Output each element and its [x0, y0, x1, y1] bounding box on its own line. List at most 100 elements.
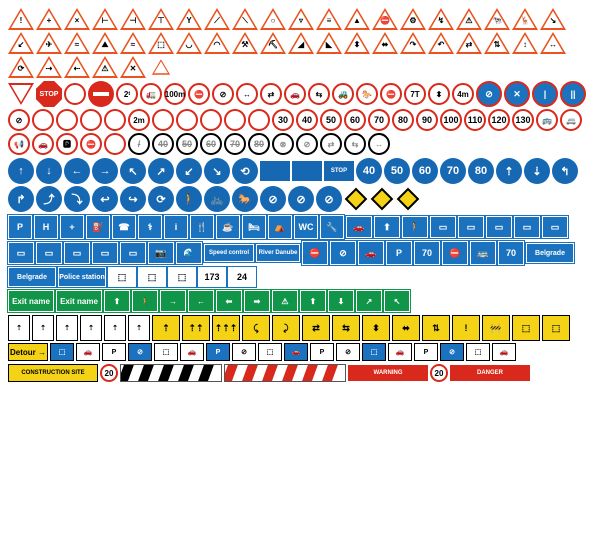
warning-sign: ⬍ — [344, 32, 370, 54]
prohibition-sign: ⛔ — [80, 133, 102, 155]
info-plate: STOP — [324, 161, 354, 181]
exit-sign: Exit name — [8, 290, 54, 312]
misc-plate: P — [310, 343, 334, 361]
prohibition-sign: 📢 — [8, 133, 30, 155]
warning-glyph: ⬚ — [155, 40, 167, 49]
warning-glyph: 🦌 — [519, 16, 531, 25]
speed-limit-sign: 70 — [368, 109, 390, 131]
warning-glyph: ↯ — [435, 16, 447, 25]
stop-sign: STOP — [36, 81, 62, 107]
warning-sign: ⚙ — [400, 8, 426, 30]
warning-glyph: ⟋ — [211, 16, 223, 26]
misc-plate: P — [206, 343, 230, 361]
warning-glyph: ⇄ — [463, 40, 475, 49]
no-parking-sign: | — [532, 81, 558, 107]
warning-glyph: Y — [183, 16, 195, 25]
roadwork-sign: ! — [452, 315, 480, 341]
mandatory-sign: ⊘ — [260, 186, 286, 212]
prohibition-sign: 🚌 — [536, 109, 558, 131]
speed-limit-sign: 20 — [430, 364, 448, 382]
warning-sign: ↶ — [428, 32, 454, 54]
prohibition-sign: 4m — [452, 83, 474, 105]
prohibition-sign: ⛔ — [188, 83, 210, 105]
river-sign: River Danube — [256, 244, 300, 262]
warning-glyph: ⛏ — [267, 40, 279, 49]
misc-plate: ⊘ — [440, 343, 464, 361]
mandatory-arrow-sign: ↓ — [36, 158, 62, 184]
warning-sign: Y — [176, 8, 202, 30]
mandatory-sign: 🐎 — [232, 186, 258, 212]
end-limit-sign: 80 — [248, 133, 270, 155]
motorway-sign: ⬆ — [300, 290, 326, 312]
info-sign: ▭ — [36, 242, 62, 264]
roadwork-sign: ⬚ — [542, 315, 570, 341]
warning-sign: ⬌ — [372, 32, 398, 54]
mandatory-sign: ⊘ — [288, 186, 314, 212]
info-sign: ⛺ — [268, 215, 292, 239]
prohibition-sign: ⇄ — [260, 83, 282, 105]
prohibition-sign: 2ᵗ — [116, 83, 138, 105]
warning-sign: ⟍ — [232, 8, 258, 30]
warning-glyph: ▿ — [295, 16, 307, 25]
warning-glyph: ! — [15, 16, 27, 25]
prohibition-sign: 7T — [404, 83, 426, 105]
warning-glyph: ⊣ — [127, 16, 139, 25]
prohibition-sign — [32, 109, 54, 131]
prohibition-sign — [248, 109, 270, 131]
prohibition-sign — [200, 109, 222, 131]
warning-sign: ◣ — [316, 32, 342, 54]
lane-plate: ⇡ — [128, 315, 150, 341]
mandatory-arrow-sign: ← — [64, 158, 90, 184]
prohibition-sign: ⊘ — [8, 109, 30, 131]
warning-glyph: ⛰ — [99, 40, 111, 50]
info-sign: WC — [294, 215, 318, 239]
no-parking-sign: || — [560, 81, 586, 107]
misc-plate: 🚗 — [76, 343, 100, 361]
info-sign: H — [34, 215, 58, 239]
mandatory-arrow-sign: ↗ — [148, 158, 174, 184]
speed-limit-sign: 20 — [100, 364, 118, 382]
speed-limit-sign: 50 — [320, 109, 342, 131]
priority-sign — [371, 188, 394, 211]
misc-plate: 🚗 — [180, 343, 204, 361]
yield-sign — [8, 83, 34, 105]
end-limit-sign: 40 — [152, 133, 174, 155]
min-speed-sign: 80 — [468, 158, 494, 184]
warning-sign: ↯ — [428, 8, 454, 30]
misc-plate: ⬚ — [466, 343, 490, 361]
speed-limit-sign: 90 — [416, 109, 438, 131]
prohibition-sign — [104, 109, 126, 131]
warning-sign: ↔ — [540, 32, 566, 54]
misc-plate: 🚗 — [492, 343, 516, 361]
motorway-sign: ➡ — [244, 290, 270, 312]
end-restriction-sign: ⇆ — [344, 133, 366, 155]
end-restriction-sign: ⊘ — [296, 133, 318, 155]
prohibition-sign: 🚜 — [332, 83, 354, 105]
warning-glyph: ⇢ — [43, 64, 55, 73]
end-restriction-sign: ⇄ — [320, 133, 342, 155]
warning-glyph: ⚠ — [99, 64, 111, 73]
roadwork-sign: ⤹ — [242, 315, 270, 341]
roadwork-sign: ⇄ — [302, 315, 330, 341]
roadwork-sign: ⬌ — [392, 315, 420, 341]
warning-glyph: ⊢ — [99, 16, 111, 25]
info-sign: ☎ — [112, 215, 136, 239]
warning-sign: ⊤ — [148, 8, 174, 30]
warning-sign: ▲ — [344, 8, 370, 30]
warning-sign: 🐄 — [484, 8, 510, 30]
info-sign: i — [164, 215, 188, 239]
supplementary-plate: 24 — [228, 267, 256, 287]
prohibition-sign: 100m — [164, 83, 186, 105]
warning-glyph: ↘ — [547, 16, 559, 25]
info-sign: 🚗 — [346, 216, 372, 238]
warning-sign: ≈ — [64, 32, 90, 54]
prohibition-sign: 🚗 — [284, 83, 306, 105]
warning-sign: ⛔ — [372, 8, 398, 30]
info-sign: ⛔ — [442, 241, 468, 265]
warning-glyph: ≈ — [127, 40, 139, 49]
warning-sign: ⚠ — [92, 56, 118, 78]
direction-sign: Belgrade — [8, 267, 56, 287]
info-sign: 70 — [414, 241, 440, 265]
misc-plate: ⬚ — [258, 343, 282, 361]
no-parking-sign: ✕ — [504, 81, 530, 107]
